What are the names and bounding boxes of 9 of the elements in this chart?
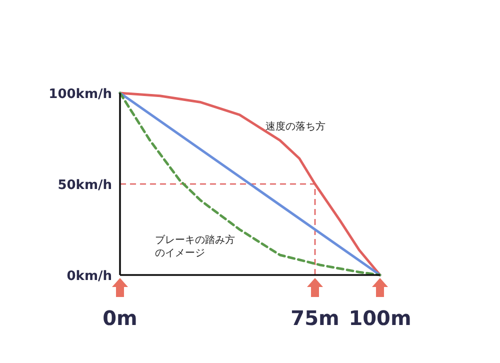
x-tick-label: 0m (102, 306, 138, 330)
y-tick-label: 0km/h (66, 269, 112, 284)
y-tick-label: 100km/h (48, 87, 112, 102)
annotation: 速度の落ち方 (266, 120, 326, 132)
y-tick-label: 50km/h (58, 178, 112, 193)
x-tick-label: 75m (290, 306, 340, 330)
annotation: ブレーキの踏み方のイメージ (155, 234, 235, 259)
line-series (118, 92, 382, 276)
x-tick-label: 100m (348, 306, 412, 330)
